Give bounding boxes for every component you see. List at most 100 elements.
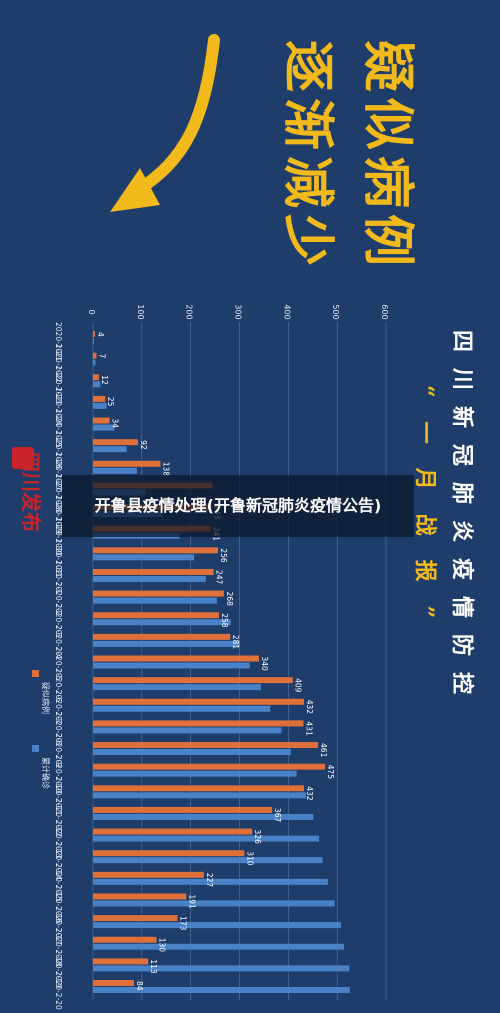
value-axis: 0 100 200 300 400 500 600 <box>87 304 389 319</box>
date-tick-label: 2020-2-17 <box>54 906 63 945</box>
bar-cumulative <box>93 684 261 691</box>
bar-series: 4712253492138243241256247268258281340409… <box>93 331 350 993</box>
date-tick-label: 2020-2-16 <box>54 884 63 923</box>
bar-suspected <box>93 698 304 705</box>
bar-cumulative <box>93 597 218 604</box>
data-label: 431 <box>304 721 313 736</box>
bar-cumulative <box>93 835 320 842</box>
data-label: 367 <box>273 808 282 823</box>
bar-cumulative <box>93 943 345 950</box>
bar-suspected <box>93 590 224 597</box>
bar-suspected <box>93 633 231 640</box>
date-tick-label: 2020-1-23 <box>54 365 63 404</box>
bar-cumulative <box>93 381 101 388</box>
legend-label-suspected: 疑似病例 <box>41 682 51 714</box>
bar-suspected <box>93 612 219 619</box>
bar-suspected <box>93 980 135 986</box>
bar-cumulative <box>93 900 335 907</box>
bar-cumulative <box>93 857 323 864</box>
value-tick-label: 100 <box>136 304 145 319</box>
bar-cumulative <box>93 338 94 344</box>
date-tick-label: 2020-1-30 <box>54 517 63 556</box>
bar-suspected <box>93 374 99 381</box>
bar-suspected <box>93 460 161 467</box>
bar-cumulative <box>93 446 127 453</box>
legend-label-cumulative: 累计确诊 <box>41 757 51 789</box>
bar-suspected <box>93 850 245 857</box>
bar-cumulative <box>93 467 137 474</box>
data-label: 326 <box>253 830 262 845</box>
bar-cumulative <box>93 727 282 734</box>
bar-suspected <box>93 720 304 727</box>
date-tick-label: 2020-2-13 <box>54 820 63 859</box>
bar-cumulative <box>93 640 240 647</box>
data-label: 173 <box>178 916 187 931</box>
date-tick-label: 2020-1-27 <box>54 452 63 491</box>
bar-suspected <box>93 331 95 337</box>
date-axis: 2020-1-212020-1-222020-1-232020-1-242020… <box>54 322 63 1010</box>
date-tick-label: 2020-1-28 <box>54 473 63 512</box>
bar-suspected <box>93 828 253 835</box>
bar-cumulative <box>93 813 314 820</box>
bar-cumulative <box>93 402 107 409</box>
date-tick-label: 2020-2-19 <box>54 949 63 988</box>
data-label: 461 <box>319 743 328 758</box>
date-tick-label: 2020-2-11 <box>54 776 63 815</box>
date-tick-label: 2020-2-10 <box>54 755 63 794</box>
bar-suspected <box>93 677 293 684</box>
logo-text: 四川发布 <box>19 452 43 532</box>
right-title: 四川新冠肺炎疫情防控 <box>449 330 475 710</box>
date-tick-label: 2020-1-31 <box>54 538 63 577</box>
value-tick-label: 300 <box>234 304 243 319</box>
date-tick-label: 2020-2-5 <box>54 647 63 681</box>
headline-line1: 疑似病例 <box>357 40 418 272</box>
bar-suspected <box>93 806 273 813</box>
date-tick-label: 2020-2-14 <box>54 841 63 880</box>
data-label: 432 <box>305 786 314 801</box>
bar-cumulative <box>93 359 96 366</box>
date-tick-label: 2020-2-12 <box>54 798 63 837</box>
bar-suspected <box>93 568 214 575</box>
arrow-icon <box>110 34 220 212</box>
date-tick-label: 2020-2-2 <box>54 582 63 616</box>
date-tick-label: 2020-1-25 <box>54 409 63 448</box>
bar-cumulative <box>93 922 342 929</box>
data-label: 340 <box>260 657 269 672</box>
date-tick-label: 2020-2-20 <box>54 971 63 1010</box>
bar-cumulative <box>93 770 297 777</box>
data-label: 281 <box>231 635 240 650</box>
bar-cumulative <box>93 554 195 561</box>
date-tick-label: 2020-1-21 <box>54 322 63 361</box>
data-label: 268 <box>225 592 234 607</box>
date-tick-label: 2020-2-3 <box>54 603 63 637</box>
bar-suspected <box>93 893 187 900</box>
bar-cumulative <box>93 705 271 712</box>
bar-cumulative <box>93 424 115 431</box>
date-tick-label: 2020-2-6 <box>54 668 63 702</box>
right-title-block: 四川新冠肺炎疫情防控 “一月战报” <box>412 330 475 710</box>
bar-suspected <box>93 742 319 749</box>
sichuan-release-logo: 四川发布 <box>12 447 43 532</box>
bar-cumulative <box>93 619 231 626</box>
bar-suspected <box>93 958 149 965</box>
date-tick-label: 2020-2-7 <box>54 690 63 724</box>
data-label: 7 <box>97 354 106 359</box>
data-label: 12 <box>100 375 109 385</box>
date-tick-label: 2020-2-8 <box>54 711 63 745</box>
date-tick-label: 2020-2-15 <box>54 863 63 902</box>
bar-suspected <box>93 655 260 662</box>
headline-line2: 逐渐减少 <box>277 40 338 272</box>
data-label: 475 <box>326 765 335 780</box>
bar-suspected <box>93 439 138 446</box>
data-label: 84 <box>135 981 144 991</box>
bar-cumulative <box>93 575 206 582</box>
data-label: 4 <box>96 332 105 337</box>
legend-swatch-cumulative <box>32 745 39 752</box>
value-tick-label: 400 <box>282 304 291 319</box>
bar-cumulative <box>93 749 291 756</box>
data-label: 227 <box>205 873 214 888</box>
right-subtitle: “一月战报” <box>412 385 438 642</box>
legend: 疑似病例 累计确诊 <box>32 670 51 789</box>
date-tick-label: 2020-1-29 <box>54 495 63 534</box>
